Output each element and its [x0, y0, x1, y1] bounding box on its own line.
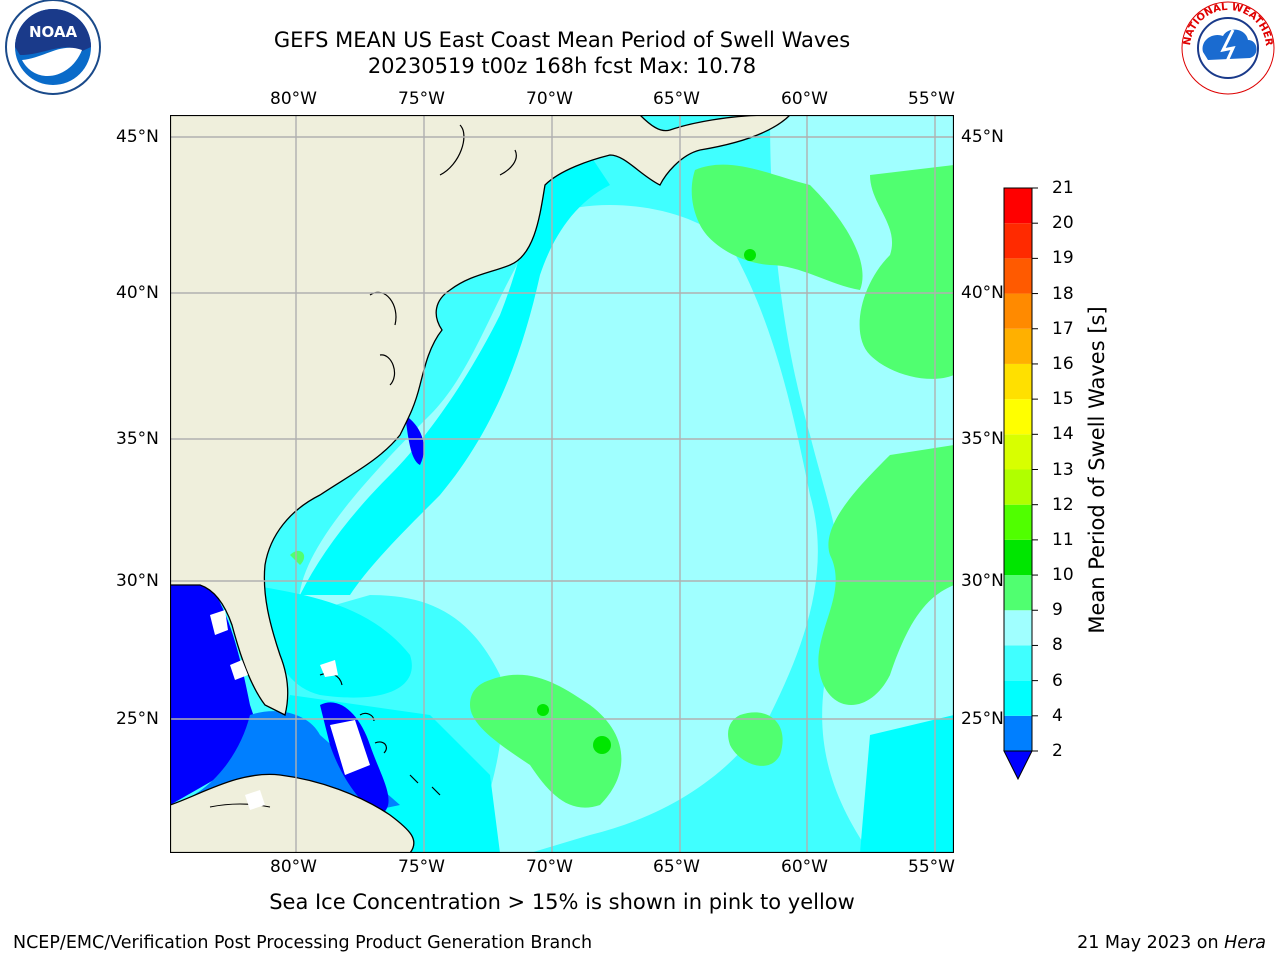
lon-tick-bottom: 80°W	[270, 857, 317, 877]
swell-zone-10s-east	[818, 445, 954, 705]
map-plot	[170, 115, 954, 853]
colorbar-tick-label: 14	[1052, 424, 1074, 445]
colorbar-bin	[1004, 258, 1032, 294]
lon-tick-top: 75°W	[398, 89, 445, 109]
lat-tick-left: 40°N	[116, 283, 159, 303]
colorbar-bin	[1004, 575, 1032, 611]
swell-zone-10s-ne	[859, 165, 954, 379]
colorbar-bin	[1004, 680, 1032, 716]
colorbar-bin	[1004, 504, 1032, 540]
colorbar-title: Mean Period of Swell Waves [s]	[1085, 306, 1109, 634]
swell-zone-9s	[298, 205, 818, 853]
map-title: GEFS MEAN US East Coast Mean Period of S…	[273, 28, 851, 52]
colorbar-tick-label: 11	[1052, 529, 1074, 550]
colorbar-tick-label: 8	[1052, 635, 1063, 656]
colorbar-extension	[1003, 750, 1033, 781]
colorbar-tick-label: 16	[1052, 353, 1074, 374]
swell-zone-10s-north	[691, 164, 863, 290]
footer-date: 21 May 2023 on Hera	[1077, 933, 1266, 953]
colorbar-tick-label: 15	[1052, 389, 1074, 410]
colorbar-bin	[1004, 223, 1032, 259]
lat-tick-right: 45°N	[961, 127, 1004, 147]
footer-credit: NCEP/EMC/Verification Post Processing Pr…	[13, 933, 593, 953]
graticule	[170, 115, 954, 853]
lat-tick-left: 25°N	[116, 709, 159, 729]
lon-tick-bottom: 55°W	[908, 857, 955, 877]
lat-tick-right: 30°N	[961, 571, 1004, 591]
lon-tick-top: 70°W	[526, 89, 573, 109]
colorbar-tick-label: 20	[1052, 213, 1074, 234]
noaa-logo-icon: NOAA	[5, 0, 101, 95]
lon-tick-bottom: 70°W	[526, 857, 573, 877]
map-frame	[170, 115, 954, 853]
lat-tick-left: 45°N	[116, 127, 159, 147]
nws-logo-icon: NATIONAL WEATHER SERVICE	[1178, 0, 1275, 95]
lat-tick-right: 35°N	[961, 429, 1004, 449]
colorbar-bin	[1004, 328, 1032, 364]
colorbar-bin	[1004, 645, 1032, 681]
swell-zone-10s-south	[470, 674, 622, 808]
footer-host: Hera	[1224, 933, 1266, 953]
colorbar-tick-label: 9	[1052, 600, 1063, 621]
lat-tick-left: 30°N	[116, 571, 159, 591]
colorbar-tick-label: 12	[1052, 494, 1074, 515]
colorbar-tick-label: 21	[1052, 178, 1074, 198]
lon-tick-bottom: 75°W	[398, 857, 445, 877]
noaa-logo-text: NOAA	[29, 23, 78, 41]
lon-tick-top: 80°W	[270, 89, 317, 109]
swell-zone-10s-se	[728, 712, 783, 766]
lat-tick-right: 25°N	[961, 709, 1004, 729]
colorbar-tick-label: 4	[1052, 705, 1063, 726]
swell-max-spot	[593, 736, 611, 754]
colorbar-tick-label: 10	[1052, 565, 1074, 586]
colorbar-tick-label: 6	[1052, 670, 1063, 691]
colorbar-bin	[1004, 434, 1032, 470]
lat-tick-left: 35°N	[116, 429, 159, 449]
colorbar-bin	[1004, 293, 1032, 329]
lon-tick-bottom: 65°W	[653, 857, 700, 877]
colorbar-bin	[1004, 715, 1032, 751]
colorbar-tick-label: 19	[1052, 248, 1074, 269]
cuba-land	[170, 773, 415, 853]
no-data-patches	[210, 610, 370, 810]
lat-tick-right: 40°N	[961, 283, 1004, 303]
lon-tick-top: 55°W	[908, 89, 955, 109]
us-east-coast-land	[170, 115, 791, 716]
colorbar-bin	[1004, 188, 1032, 224]
coastal-band	[300, 155, 610, 595]
sea-ice-note: Sea Ice Concentration > 15% is shown in …	[269, 890, 855, 914]
colorbar-bin	[1004, 469, 1032, 505]
colorbar-tick-label: 18	[1052, 283, 1074, 304]
colorbar-bin	[1004, 399, 1032, 435]
lon-tick-top: 65°W	[653, 89, 700, 109]
lon-tick-top: 60°W	[781, 89, 828, 109]
map-subtitle: 20230519 t00z 168h fcst Max: 10.78	[367, 54, 757, 78]
colorbar-bin	[1004, 610, 1032, 646]
colorbar-bin	[1004, 363, 1032, 400]
colorbar	[1003, 187, 1038, 781]
colorbar-tick-label: 13	[1052, 459, 1074, 480]
colorbar-bin	[1004, 539, 1032, 576]
lon-tick-bottom: 60°W	[781, 857, 828, 877]
colorbar-tick-label: 17	[1052, 318, 1074, 339]
colorbar-tick-label: 2	[1052, 741, 1063, 761]
